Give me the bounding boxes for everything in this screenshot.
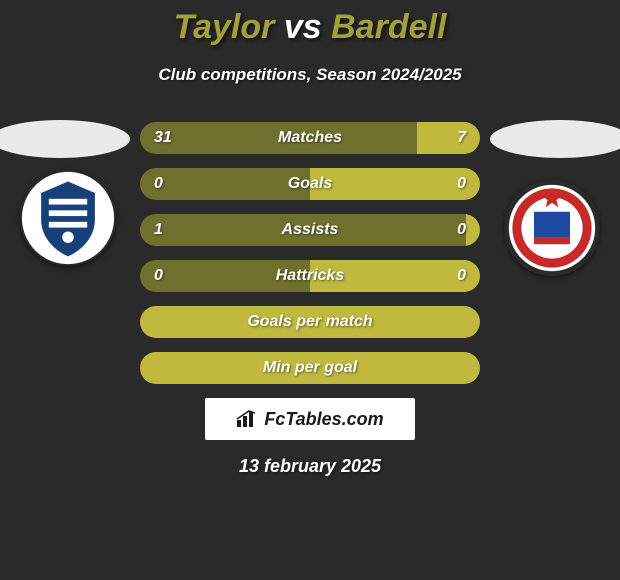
left-club-crest [20, 170, 116, 266]
source-badge-text: FcTables.com [264, 409, 383, 430]
stat-bar-assists: 10Assists [140, 214, 480, 246]
bottom-fade [0, 490, 620, 580]
title-player2: Bardell [331, 8, 446, 46]
subtitle: Club competitions, Season 2024/2025 [0, 65, 620, 85]
stat-value-left: 1 [154, 221, 163, 239]
right-ellipse [490, 120, 620, 158]
stat-value-left: 0 [154, 267, 163, 285]
stat-value-right: 0 [457, 221, 466, 239]
title-player1: Taylor [174, 8, 275, 46]
stat-label: Min per goal [263, 359, 357, 377]
stat-bar-goals-per-match: Goals per match [140, 306, 480, 338]
date-label: 13 february 2025 [0, 456, 620, 477]
shield-icon [20, 170, 116, 266]
stat-bar-hattricks: 00Hattricks [140, 260, 480, 292]
right-club-crest [504, 180, 600, 276]
stat-bar-min-per-goal: Min per goal [140, 352, 480, 384]
page-title: Taylor vs Bardell [0, 0, 620, 47]
left-ellipse [0, 120, 130, 158]
stat-value-right: 0 [457, 267, 466, 285]
chart-icon [236, 410, 258, 428]
comparison-bars: 317Matches00Goals10Assists00HattricksGoa… [140, 122, 480, 398]
stat-value-right: 7 [457, 129, 466, 147]
stat-value-left: 31 [154, 129, 172, 147]
stat-bar-matches: 317Matches [140, 122, 480, 154]
stat-value-left: 0 [154, 175, 163, 193]
stat-label: Goals per match [247, 313, 372, 331]
badge-icon [507, 183, 597, 273]
stat-value-right: 0 [457, 175, 466, 193]
title-vs: vs [284, 8, 322, 46]
source-badge: FcTables.com [205, 398, 415, 440]
stat-bar-goals: 00Goals [140, 168, 480, 200]
